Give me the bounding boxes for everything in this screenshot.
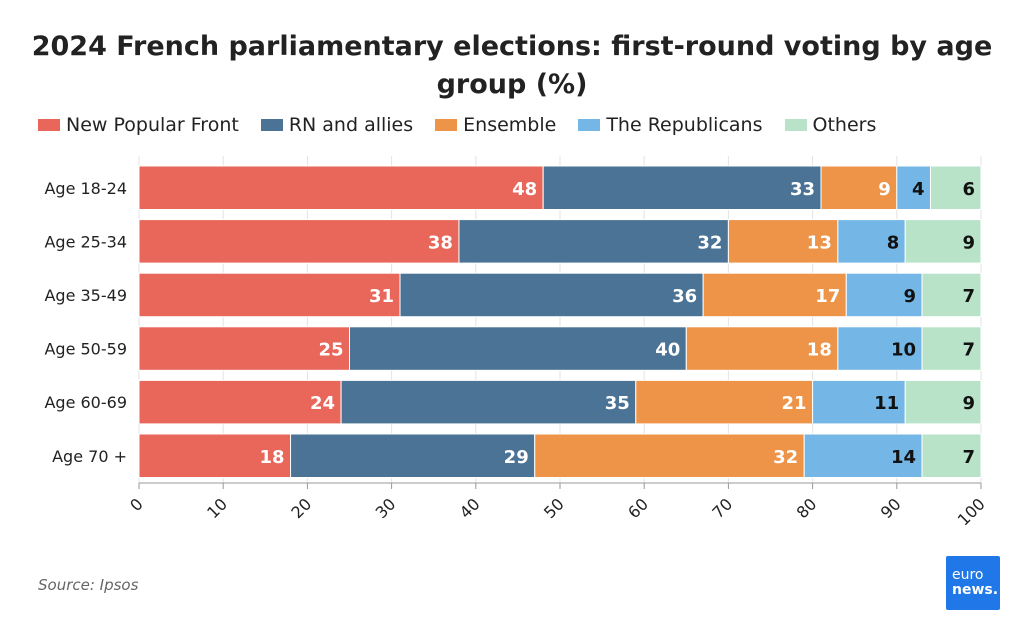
bar-segment — [534, 433, 805, 478]
data-label: 18 — [259, 447, 284, 468]
legend-swatch — [578, 119, 601, 131]
data-label: 13 — [807, 232, 832, 253]
data-label: 36 — [672, 286, 697, 307]
x-tick-label: 0 — [126, 494, 147, 515]
bar-segment — [685, 326, 839, 371]
category-label: Age 50-59 — [44, 340, 127, 359]
bar-segment — [896, 165, 931, 210]
bar-segment — [138, 219, 460, 264]
x-tick-label: 20 — [287, 494, 315, 522]
x-tick-label: 70 — [708, 494, 736, 522]
bar-segment — [904, 379, 982, 425]
x-tick-label: 90 — [877, 494, 905, 522]
bar-segment — [921, 433, 982, 478]
legend-swatch — [38, 119, 60, 131]
legend-item-others: Others — [784, 114, 877, 136]
x-tick-label: 30 — [372, 494, 400, 522]
bar-segment — [727, 219, 839, 264]
bar-segment — [921, 272, 982, 318]
category-label: Age 35-49 — [44, 286, 127, 305]
x-tick-label: 40 — [456, 494, 484, 522]
data-label: 8 — [887, 232, 900, 253]
x-tick-label: 60 — [624, 494, 652, 522]
x-tick-label: 100 — [954, 494, 989, 529]
bar-segment — [921, 326, 982, 371]
legend-label: Others — [812, 114, 877, 136]
data-label: 40 — [655, 340, 680, 361]
legend-item-ensemble: Ensemble — [435, 114, 556, 136]
bar-segment — [458, 219, 729, 264]
bar-segment — [837, 219, 906, 264]
legend-swatch — [260, 119, 283, 131]
bar-segment — [820, 165, 898, 210]
data-label: 6 — [962, 179, 975, 200]
legend-label: The Republicans — [606, 114, 763, 136]
data-label: 48 — [512, 179, 537, 200]
bar-segment — [290, 433, 536, 478]
x-tick-label: 10 — [203, 494, 231, 522]
category-label: Age 18-24 — [44, 179, 127, 198]
logo-line-1: euro — [952, 567, 984, 583]
legend-label: Ensemble — [463, 114, 557, 136]
bar-segment — [138, 272, 401, 318]
data-label: 21 — [782, 393, 807, 414]
data-label: 4 — [912, 179, 925, 200]
data-label: 35 — [605, 393, 630, 414]
data-label: 9 — [878, 179, 891, 200]
category-label: Age 60-69 — [44, 393, 127, 412]
legend: New Popular Front RN and allies Ensemble… — [38, 114, 898, 136]
category-label: Age 70 + — [52, 447, 127, 466]
data-label: 24 — [310, 393, 335, 414]
data-label: 18 — [807, 340, 832, 361]
source-note: Source: Ipsos — [38, 576, 139, 594]
data-label: 32 — [773, 447, 798, 468]
data-label: 7 — [962, 286, 975, 307]
legend-item-the-republicans: The Republicans — [578, 114, 763, 136]
euronews-logo: euro news. — [946, 556, 1000, 610]
bar-segment — [837, 326, 923, 371]
bar-segment — [542, 165, 822, 210]
data-label: 11 — [874, 393, 899, 414]
x-tick-label: 50 — [540, 494, 568, 522]
logo-line-2: news. — [952, 582, 999, 598]
category-label: Age 25-34 — [44, 232, 127, 251]
data-label: 14 — [891, 447, 916, 468]
data-label: 7 — [962, 340, 975, 361]
data-label: 25 — [318, 340, 343, 361]
bar-segment — [399, 272, 704, 318]
data-label: 10 — [891, 340, 916, 361]
data-label: 29 — [504, 447, 529, 468]
data-label: 17 — [815, 286, 840, 307]
data-label: 9 — [962, 393, 975, 414]
bar-segment — [702, 272, 847, 318]
chart-title: 2024 French parliamentary elections: fir… — [31, 31, 993, 100]
bar-segment — [929, 165, 982, 210]
bar-segment — [138, 326, 350, 371]
bar-segment — [904, 219, 982, 264]
data-label: 32 — [697, 232, 722, 253]
bar-segment — [803, 433, 923, 478]
bar-segment — [138, 165, 544, 210]
bar-segment — [635, 379, 814, 425]
legend-swatch — [435, 119, 458, 131]
data-label: 7 — [962, 447, 975, 468]
x-tick-label: 80 — [793, 494, 821, 522]
legend-item-new-popular-front: New Popular Front — [38, 114, 239, 136]
bar-segment — [340, 379, 637, 425]
legend-swatch — [784, 119, 807, 131]
data-label: 9 — [962, 232, 975, 253]
data-label: 31 — [369, 286, 394, 307]
legend-item-rn-and-allies: RN and allies — [260, 114, 414, 136]
data-label: 38 — [428, 232, 453, 253]
bar-segment — [812, 379, 906, 425]
data-label: 9 — [904, 286, 917, 307]
legend-label: RN and allies — [288, 114, 414, 136]
bar-segment — [845, 272, 923, 318]
bar-segment — [349, 326, 687, 371]
legend-label: New Popular Front — [66, 114, 239, 136]
data-label: 33 — [790, 179, 815, 200]
